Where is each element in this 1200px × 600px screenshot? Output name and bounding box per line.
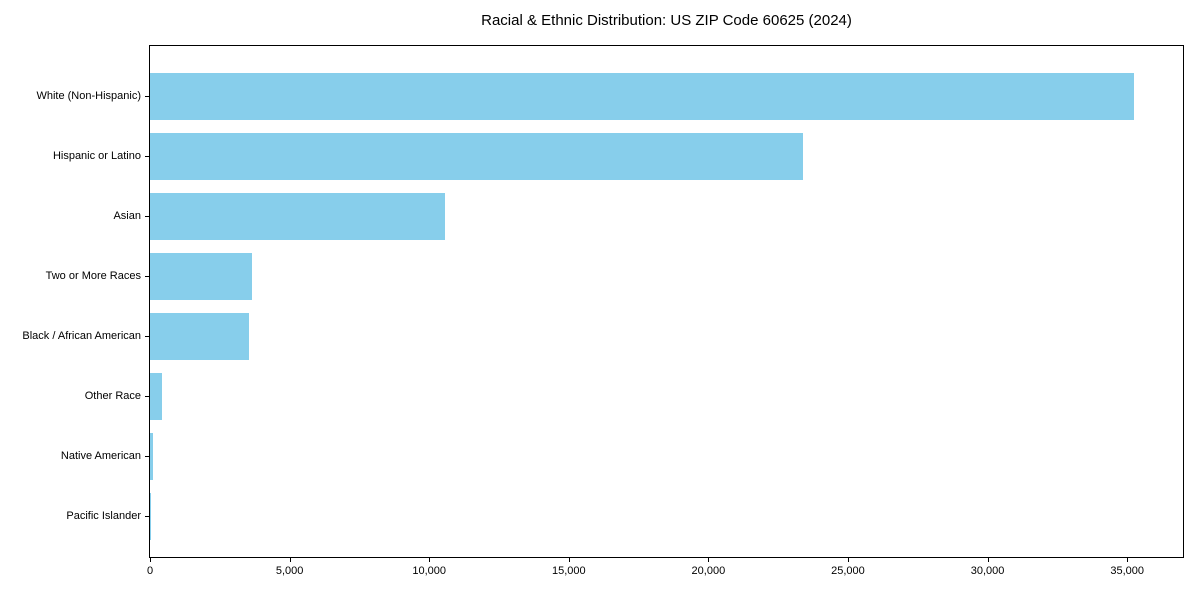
chart-title: Racial & Ethnic Distribution: US ZIP Cod…: [481, 12, 852, 29]
plot-area: White (Non-Hispanic) Hispanic or Latino As…: [22, 45, 1184, 577]
bar: [150, 72, 1135, 120]
x-tick-label: 30,000: [970, 565, 1005, 577]
y-tick-label: Black / African American: [22, 330, 141, 342]
x-tick-label: 35,000: [1110, 565, 1144, 577]
y-tick-label: Hispanic or Latino: [52, 150, 141, 162]
x-tick: [708, 557, 710, 562]
x-tick-label: 5,000: [275, 565, 304, 577]
x-tick: [150, 557, 151, 562]
y-tick: [145, 336, 150, 337]
y-tick-label: White (Non-Hispanic): [36, 90, 141, 102]
bar: [150, 252, 252, 300]
y-tick-label: Native American: [60, 450, 141, 462]
x-tick-label: 20,000: [691, 565, 726, 577]
bar: [150, 192, 445, 240]
x-tick: [429, 557, 431, 562]
y-tick-label: Asian: [113, 210, 141, 222]
x-tick-label: 10,000: [412, 565, 447, 577]
y-tick-label: Two or More Races: [45, 270, 141, 282]
y-tick: [145, 96, 150, 97]
y-tick: [145, 216, 150, 217]
x-tick-label: 25,000: [831, 565, 865, 577]
x-tick: [987, 557, 989, 562]
bar: [150, 492, 151, 540]
y-tick: [145, 396, 150, 397]
y-tick: [145, 276, 150, 277]
x-tick: [289, 557, 291, 562]
x-tick: [847, 557, 849, 562]
bar: [150, 432, 154, 480]
y-tick: [145, 456, 150, 457]
y-tick-label: Pacific Islander: [66, 510, 141, 522]
y-tick: [145, 156, 150, 157]
y-tick: [145, 516, 150, 517]
bar: [150, 372, 162, 420]
y-tick-label: Other Race: [84, 390, 141, 402]
x-tick-label: 0: [146, 565, 154, 577]
bar: [150, 312, 249, 360]
x-tick: [1127, 557, 1129, 562]
x-tick: [568, 557, 570, 562]
x-tick-label: 15,000: [551, 565, 586, 577]
bar: [150, 132, 804, 180]
